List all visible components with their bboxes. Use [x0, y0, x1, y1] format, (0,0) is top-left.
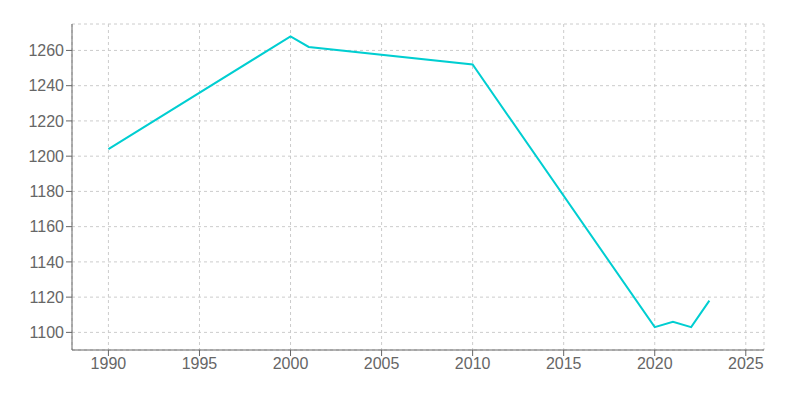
- svg-text:2015: 2015: [546, 355, 582, 372]
- svg-text:1180: 1180: [30, 183, 65, 200]
- svg-text:2000: 2000: [273, 355, 309, 372]
- svg-text:2010: 2010: [455, 355, 491, 372]
- svg-text:2020: 2020: [637, 355, 673, 372]
- svg-text:1160: 1160: [30, 218, 65, 235]
- svg-text:1100: 1100: [30, 324, 65, 341]
- svg-text:1200: 1200: [28, 148, 64, 165]
- svg-text:1990: 1990: [91, 355, 127, 372]
- svg-text:1120: 1120: [30, 289, 65, 306]
- svg-text:2025: 2025: [728, 355, 764, 372]
- svg-text:1140: 1140: [30, 254, 65, 271]
- svg-text:1995: 1995: [182, 355, 218, 372]
- svg-text:1240: 1240: [28, 77, 64, 94]
- svg-text:2005: 2005: [364, 355, 400, 372]
- svg-text:1220: 1220: [28, 113, 64, 130]
- svg-text:1260: 1260: [28, 42, 64, 59]
